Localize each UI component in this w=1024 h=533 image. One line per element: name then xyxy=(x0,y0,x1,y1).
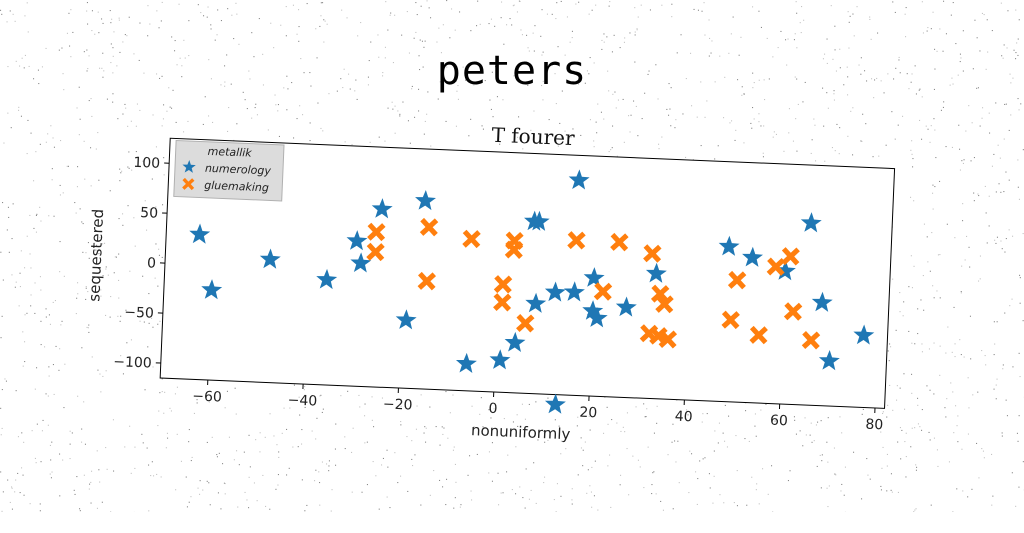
noise-speck xyxy=(20,492,21,493)
noise-speck xyxy=(905,14,906,15)
x-tick-label: −60 xyxy=(192,388,222,405)
x-tick-label: 40 xyxy=(674,409,692,426)
noise-speck xyxy=(796,1,797,2)
y-axis-label: sequestered xyxy=(85,208,107,301)
noise-speck xyxy=(704,2,705,3)
legend-entry-label: gluemaking xyxy=(204,179,269,195)
noise-speck xyxy=(1,14,2,15)
point-numerology xyxy=(544,393,566,414)
noise-speck xyxy=(752,6,753,7)
y-tick-label: 0 xyxy=(147,255,157,271)
x-tick-label: 80 xyxy=(865,417,883,434)
noise-speck xyxy=(982,13,983,14)
noise-speck xyxy=(40,510,41,511)
noise-speck xyxy=(3,491,4,492)
noise-speck xyxy=(189,502,190,503)
x-axis-label: nonuniformly xyxy=(471,421,571,443)
noise-speck xyxy=(953,2,954,3)
noise-speck xyxy=(1018,487,1019,488)
legend-entry-label: numerology xyxy=(205,162,272,178)
noise-speck xyxy=(24,495,25,496)
y-tick-label: 50 xyxy=(140,205,158,222)
noise-speck xyxy=(102,502,103,503)
legend-title: metallik xyxy=(207,145,252,160)
x-tick-label: 60 xyxy=(770,413,788,430)
y-tick-label: −50 xyxy=(124,304,154,321)
noise-speck xyxy=(91,503,92,504)
noise-speck xyxy=(1015,10,1016,11)
noise-speck xyxy=(906,7,907,8)
noise-speck xyxy=(1015,506,1016,507)
noise-speck xyxy=(304,510,305,511)
noise-speck xyxy=(984,14,985,15)
noise-speck xyxy=(10,502,11,503)
noise-speck xyxy=(0,10,1,11)
noise-speck xyxy=(265,506,266,507)
noise-speck xyxy=(12,509,13,510)
y-tick-label: −100 xyxy=(113,354,152,372)
noise-speck xyxy=(14,491,15,492)
noise-speck xyxy=(97,508,98,509)
x-tick-label: 20 xyxy=(579,405,597,422)
noise-speck xyxy=(306,505,307,506)
noise-speck xyxy=(389,507,390,508)
noise-speck xyxy=(1018,441,1019,442)
noise-speck xyxy=(892,1,893,2)
noise-speck xyxy=(671,4,672,5)
noise-speck xyxy=(848,11,849,12)
noise-speck xyxy=(80,510,81,511)
x-tick-label: 0 xyxy=(488,401,498,417)
noise-speck xyxy=(801,6,802,7)
noise-speck xyxy=(319,505,320,506)
x-tick-label: −40 xyxy=(287,392,317,409)
noise-speck xyxy=(331,511,332,512)
noise-speck xyxy=(30,503,31,504)
noise-speck xyxy=(1001,3,1002,4)
noise-speck xyxy=(237,507,238,508)
noise-speck xyxy=(148,510,149,511)
noise-speck xyxy=(220,508,221,509)
noise-speck xyxy=(933,12,934,13)
y-tick-label: 100 xyxy=(133,155,160,172)
noise-speck xyxy=(609,1,610,2)
noise-speck xyxy=(857,6,858,7)
noise-speck xyxy=(187,506,188,507)
noise-speck xyxy=(922,1,923,2)
noise-speck xyxy=(831,5,832,6)
noise-speck xyxy=(7,21,8,22)
noise-speck xyxy=(75,494,76,495)
noise-speck xyxy=(59,495,60,496)
chart-title: T fourer xyxy=(491,123,575,150)
noise-speck xyxy=(210,504,211,505)
noise-speck xyxy=(40,503,41,504)
noise-speck xyxy=(895,12,896,13)
noise-speck xyxy=(1007,10,1008,11)
x-tick-label: −20 xyxy=(383,396,413,413)
noise-speck xyxy=(269,509,270,510)
noise-speck xyxy=(248,507,249,508)
noise-speck xyxy=(379,509,380,510)
noise-speck xyxy=(79,508,80,509)
noise-speck xyxy=(951,15,952,16)
noise-speck xyxy=(1019,415,1020,416)
noise-speck xyxy=(943,1,944,2)
